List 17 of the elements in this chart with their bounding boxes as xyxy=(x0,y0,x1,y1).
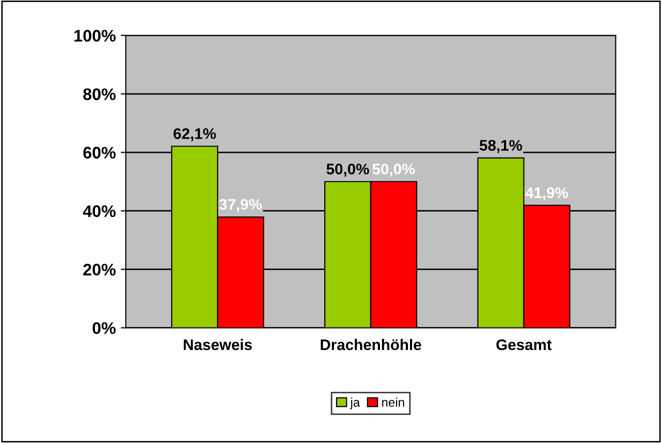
data-label: 62,1% xyxy=(174,128,216,142)
legend-label: nein xyxy=(382,398,404,407)
data-label: 37,9% xyxy=(219,199,262,212)
data-label: 50,0% xyxy=(372,164,415,177)
y-tick-label: 40% xyxy=(82,205,116,218)
x-tick-label: Naseweis xyxy=(184,338,252,350)
y-tick-label: 60% xyxy=(83,146,116,159)
data-label: 41,9% xyxy=(525,187,568,200)
y-tick-label: 20% xyxy=(83,264,116,276)
x-tick-label: Gesamt xyxy=(496,339,552,350)
data-label: 50,0% xyxy=(326,164,370,177)
legend-label: ja xyxy=(350,398,360,410)
x-tick-label: Drachenhöhle xyxy=(320,338,422,350)
y-tick-label: 100% xyxy=(74,30,116,42)
data-label: 58,1% xyxy=(480,140,522,153)
y-tick-label: 80% xyxy=(83,88,116,100)
y-tick-label: 0% xyxy=(92,322,116,334)
